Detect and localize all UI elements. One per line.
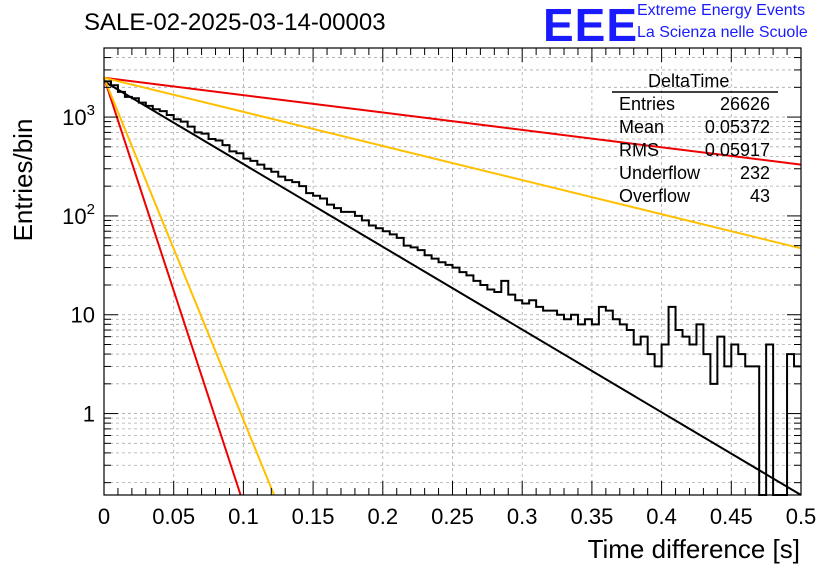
stat-label: Mean [619,117,665,137]
plot-title: SALE-02-2025-03-14-00003 [84,9,386,36]
stat-value: 232 [739,163,770,183]
stat-value: 26626 [719,94,770,114]
fit-curve [103,77,242,496]
x-tick-label: 0.2 [368,504,399,529]
x-tick-label: 0.15 [292,504,335,529]
x-tick-label: 0.3 [507,504,538,529]
y-tick-labels: 1 10 102 103 [62,102,95,426]
stats-box-title: DeltaTime [648,71,730,91]
fit-curve [103,76,802,166]
stat-label: RMS [619,140,659,160]
x-tick-labels: 0 0.05 0.1 0.15 0.2 0.25 0.3 0.35 0.4 0.45 0.5 [98,504,816,529]
histogram-line [104,80,801,496]
x-tick-label: 0.1 [228,504,259,529]
stat-label: Entries [619,94,676,114]
x-tick-label: 0.05 [152,504,195,529]
x-axis-label: Time difference [s] [588,534,800,564]
logo-line-2: La Scienza nelle Scuole [637,24,808,41]
y-tick-label: 102 [62,201,95,229]
y-tick-label: 1 [83,402,95,427]
y-axis-label: Entries/bin [8,119,38,242]
y-tick-label: 10 [71,303,95,328]
stat-label: Overflow [619,186,691,206]
fit-curve [103,77,275,496]
stat-label: Underflow [619,163,701,183]
x-tick-label: 0.45 [710,504,753,529]
y-tick-label: 103 [62,102,95,130]
stat-value: 0.05917 [704,140,770,160]
x-tick-label: 0.5 [786,504,817,529]
grid-lines [103,47,802,495]
eee-logo: EEE [543,0,639,51]
fit-curves [103,76,802,496]
x-tick-label: 0.4 [646,504,677,529]
fit-curve [103,80,802,496]
x-tick-label: 0.25 [431,504,474,529]
stat-value: 0.05372 [704,117,770,137]
x-tick-label: 0.35 [570,504,613,529]
logo-line-1: Extreme Energy Events [637,2,806,19]
fit-curve [103,76,802,250]
stat-value: 43 [749,186,770,206]
x-tick-label: 0 [98,504,110,529]
axis-ticks [103,47,802,495]
